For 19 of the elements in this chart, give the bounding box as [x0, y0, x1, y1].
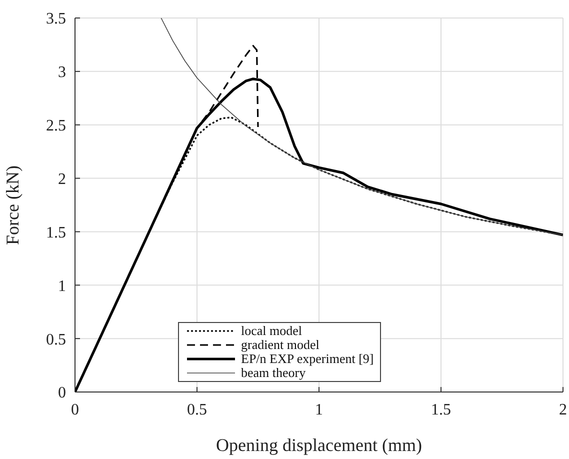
legend-label: beam theory: [241, 365, 306, 380]
y-tick-label: 1.5: [46, 224, 66, 242]
x-axis-title: Opening displacement (mm): [216, 435, 422, 455]
y-tick-label: 2: [58, 170, 66, 188]
y-tick-label: 0.5: [46, 331, 66, 348]
y-tick-label: 2.5: [46, 118, 66, 135]
legend-label: local model: [241, 323, 302, 338]
x-tick-label: 0.5: [187, 401, 207, 418]
legend-label: EP/n EXP experiment [9]: [241, 351, 374, 366]
y-axis-title: Force (kN): [2, 166, 22, 245]
y-tick-label: 3.5: [46, 10, 66, 28]
x-tick-label: 1.5: [431, 401, 451, 418]
legend-label: gradient model: [241, 337, 320, 352]
x-tick-label: 1: [315, 401, 323, 418]
x-tick-label: 0: [71, 401, 79, 418]
y-tick-label: 0: [58, 384, 66, 402]
y-tick-label: 1: [58, 278, 66, 295]
x-tick-label: 2: [559, 401, 567, 418]
y-tick-label: 3: [58, 64, 66, 82]
